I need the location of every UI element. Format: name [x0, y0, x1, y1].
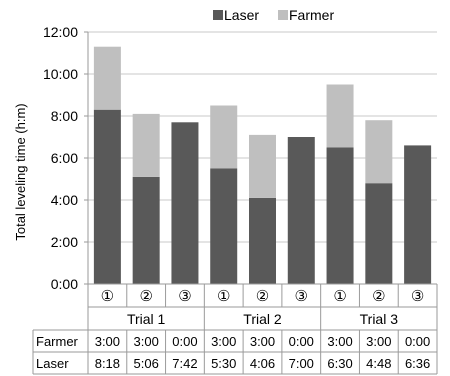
- bar-laser: [365, 183, 393, 284]
- x-tick-label: ①: [333, 288, 346, 305]
- y-axis-label: Total leveling time (h:m): [13, 103, 28, 240]
- bar-laser: [132, 176, 160, 284]
- y-tick-label: 0:00: [51, 276, 78, 292]
- table-cell: 0:00: [289, 334, 314, 349]
- axes: 0:00 2:00 4:00 6:00 8:00 10:00 12:00: [43, 24, 437, 292]
- legend-swatch-laser: [213, 10, 223, 20]
- group-label: Trial 3: [360, 311, 399, 327]
- table-cell: 3:00: [327, 334, 352, 349]
- bar-laser: [326, 147, 354, 284]
- legend: Laser Farmer: [213, 7, 334, 23]
- table-cell: 5:30: [211, 356, 236, 371]
- table-cell: 6:30: [327, 356, 352, 371]
- y-tick-label: 10:00: [43, 66, 78, 82]
- bars: [93, 46, 432, 284]
- table-cell: 3:00: [366, 334, 391, 349]
- bar-farmer: [210, 105, 238, 169]
- x-tick-label: ③: [178, 288, 191, 305]
- group-label: Trial 2: [243, 311, 282, 327]
- table-cell: 0:00: [405, 334, 430, 349]
- table-cell: 3:00: [95, 334, 120, 349]
- x-tick-label: ③: [411, 288, 424, 305]
- y-tick-label: 8:00: [51, 108, 78, 124]
- y-tick-label: 4:00: [51, 192, 78, 208]
- x-tick-label: ③: [295, 288, 308, 305]
- table-cell: 4:06: [250, 356, 275, 371]
- bar-laser: [93, 109, 121, 284]
- x-tick-label: ②: [372, 288, 385, 305]
- table-cell: 5:06: [134, 356, 159, 371]
- table-cell: 3:00: [134, 334, 159, 349]
- table-cell: 8:18: [95, 356, 120, 371]
- y-tick-label: 6:00: [51, 150, 78, 166]
- bar-farmer: [365, 120, 393, 184]
- table-cell: 7:42: [172, 356, 197, 371]
- table-cell: 7:00: [289, 356, 314, 371]
- x-tick-label: ①: [101, 288, 114, 305]
- legend-label: Farmer: [289, 7, 334, 23]
- x-tick-label: ②: [139, 288, 152, 305]
- table-row-header: Farmer: [36, 334, 79, 349]
- bar-farmer: [93, 46, 121, 110]
- bar-laser: [287, 137, 315, 284]
- data-table: ① ② ③ ① ② ③ ① ② ③ Trial 1 Trial 2 Trial 3 Farmer 3:00…: [32, 284, 438, 375]
- y-tick-label: 12:00: [43, 24, 78, 40]
- table-cell: 4:48: [366, 356, 391, 371]
- table-cell: 6:36: [405, 356, 430, 371]
- x-tick-label: ①: [217, 288, 230, 305]
- bar-laser: [210, 168, 238, 284]
- x-tick-label: ②: [256, 288, 269, 305]
- table-cell: 3:00: [250, 334, 275, 349]
- bar-laser: [404, 145, 432, 284]
- group-label: Trial 1: [127, 311, 166, 327]
- bar-farmer: [132, 113, 160, 177]
- table-cell: 0:00: [172, 334, 197, 349]
- legend-label: Laser: [224, 7, 259, 23]
- table-cell: 3:00: [211, 334, 236, 349]
- bar-laser: [171, 122, 199, 284]
- bar-laser: [249, 197, 276, 284]
- bar-farmer: [326, 84, 354, 148]
- table-row-header: Laser: [36, 356, 69, 371]
- y-tick-label: 2:00: [51, 234, 78, 250]
- legend-swatch-farmer: [278, 10, 288, 20]
- bar-farmer: [249, 134, 276, 198]
